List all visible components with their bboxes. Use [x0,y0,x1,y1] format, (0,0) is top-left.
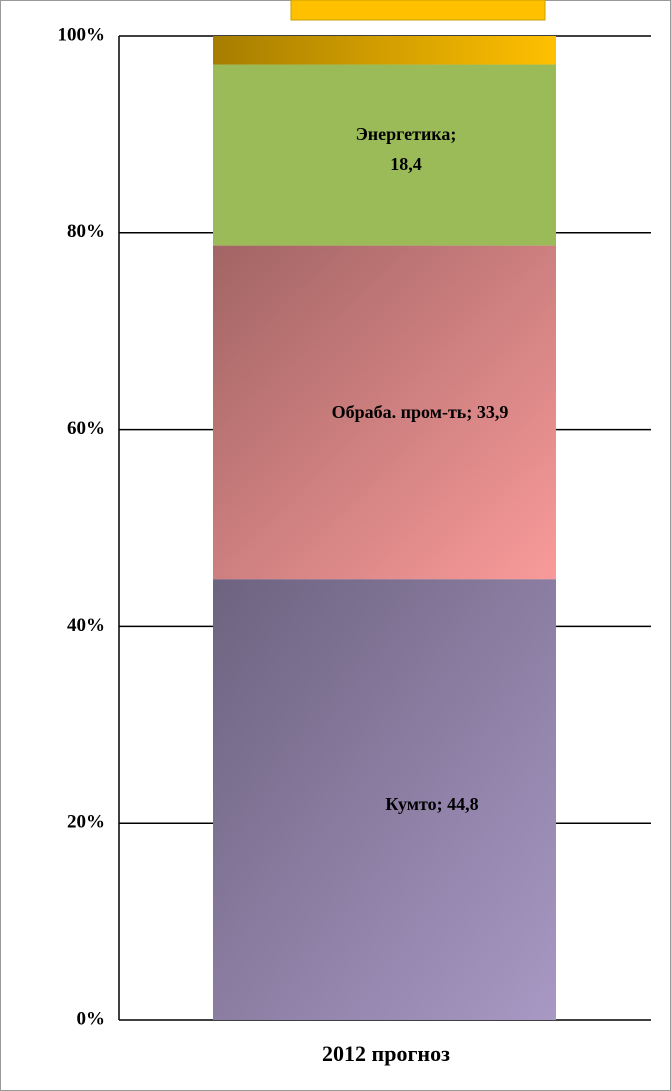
segment-shade [213,36,556,65]
y-tick-label: 80% [67,221,105,242]
segment-shade [213,579,556,1020]
y-tick-label: 100% [58,24,106,45]
segment-shade [213,245,556,580]
y-tick-label: 20% [67,812,105,833]
y-tick-label: 60% [67,418,105,439]
bar-segment [213,64,556,246]
data-label: Энергетика; 18,4 [356,124,457,174]
data-label: Кумто; 44,8 [385,794,478,814]
y-tick-label: 0% [77,1008,106,1029]
cut-label-box [290,0,546,21]
data-label: Обраба. пром-ть; 33,9 [332,402,509,422]
y-tick-label: 40% [67,615,105,636]
x-tick-label: 2012 прогноз [322,1041,450,1066]
plot: 0% 20% 40% 60% 80% 100% Кумто; 44,8 Обраба. про… [58,24,651,1066]
